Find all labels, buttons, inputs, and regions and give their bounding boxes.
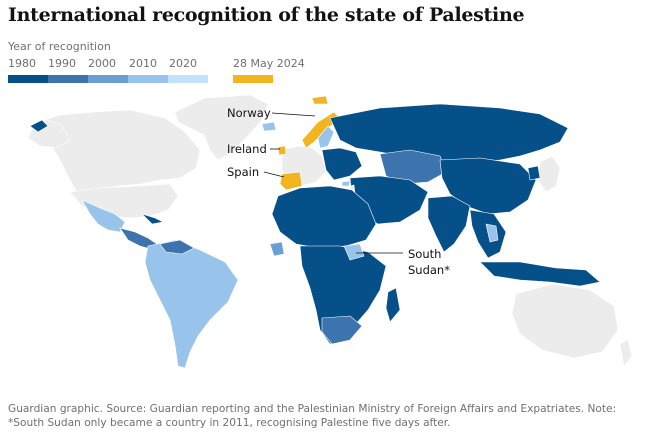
legend-label: Year of recognition: [8, 40, 111, 53]
legend-year-1980: 1980: [8, 57, 36, 70]
west-africa-patch: [269, 241, 285, 257]
thailand: [485, 223, 499, 243]
legend-year-2010: 2010: [129, 57, 157, 70]
ireland-callout: Ireland: [227, 142, 267, 156]
legend-swatch-1980: [8, 75, 48, 83]
australia: [511, 283, 619, 359]
norway-callout: Norway: [227, 106, 271, 120]
legend-highlight-label: 28 May 2024: [233, 57, 305, 70]
africa-north: [271, 185, 377, 249]
spain-leader: [263, 171, 285, 178]
canada: [34, 109, 201, 195]
japan: [537, 155, 561, 193]
chart-title: International recognition of the state o…: [8, 4, 525, 26]
russia: [329, 103, 569, 163]
new-zealand: [619, 339, 633, 367]
footer-source: Guardian graphic. Source: Guardian repor…: [8, 403, 617, 415]
cyprus: [341, 180, 351, 187]
south-sudan-callout-line1: South: [408, 247, 441, 261]
south-africa: [321, 315, 363, 345]
legend-year-1990: 1990: [48, 57, 76, 70]
legend-swatch-2020: [168, 75, 208, 83]
mexico: [81, 199, 126, 233]
legend-year-2000: 2000: [88, 57, 116, 70]
south-america: [144, 239, 239, 369]
legend-swatch-highlight: [233, 75, 273, 83]
venezuela: [159, 239, 195, 255]
caribbean: [141, 213, 164, 225]
china: [439, 157, 537, 215]
indonesia: [479, 261, 601, 287]
south-sudan: [343, 243, 365, 261]
legend-swatch-2000: [88, 75, 128, 83]
south-sudan-callout-line2: Sudan*: [408, 263, 450, 277]
footer: Guardian graphic. Source: Guardian repor…: [8, 402, 648, 430]
legend-year-2020: 2020: [169, 57, 197, 70]
greenland: [174, 94, 269, 161]
spain-callout: Spain: [227, 165, 259, 179]
north-island-patch: [29, 119, 49, 133]
iceland: [261, 121, 277, 132]
norway-leader: [271, 112, 316, 117]
north-korea: [527, 165, 541, 181]
world-map: Norway Ireland Spain South Sudan*: [27, 94, 633, 369]
legend-swatch-1990: [48, 75, 88, 83]
ireland: [277, 145, 287, 156]
legend-swatch-2010: [128, 75, 168, 83]
footer-note: *South Sudan only became a country in 20…: [8, 417, 451, 429]
india: [427, 195, 471, 253]
svalbard: [311, 95, 329, 105]
madagascar: [385, 287, 401, 323]
eastern-europe: [321, 147, 363, 181]
sweden: [317, 125, 335, 149]
spain: [279, 171, 303, 191]
